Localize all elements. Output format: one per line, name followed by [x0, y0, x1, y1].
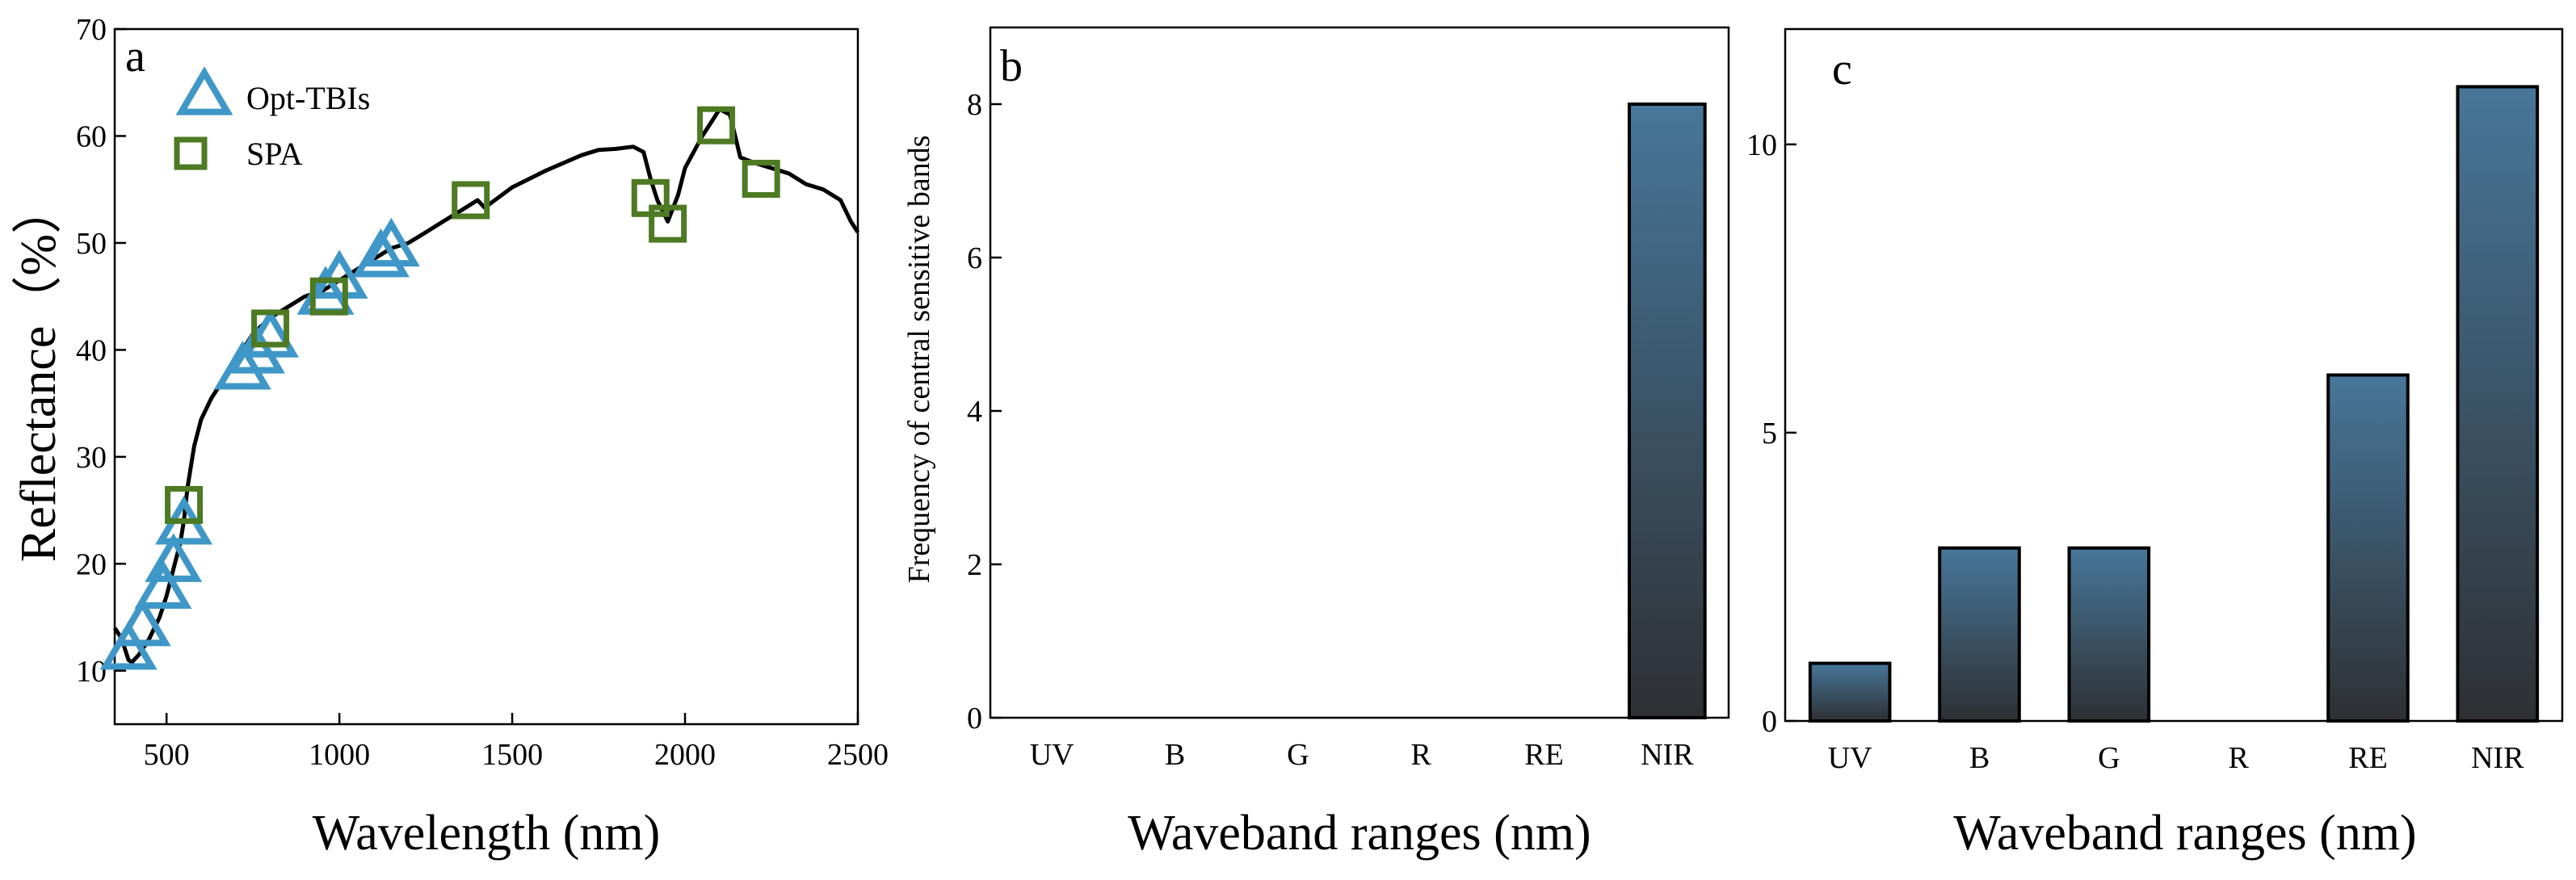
panel-a-y-tick-label: 40	[76, 333, 107, 367]
panel-a-y-axis-label: Reflectance（%）	[11, 184, 66, 562]
spa-marker	[742, 159, 780, 198]
spa-marker	[697, 106, 736, 145]
panel-b-y-tick-label: 6	[967, 241, 982, 275]
panel-c-letter: c	[1832, 44, 1852, 94]
panel-c-x-tick-label: RE	[2348, 741, 2388, 775]
panel-b-x-tick-label: R	[1410, 738, 1431, 772]
legend-opt-tbis-label: Opt-TBIs	[246, 80, 370, 116]
panel-b-x-tick-label: NIR	[1641, 738, 1694, 772]
panel-c-bar-re	[2326, 373, 2410, 723]
spa-marker	[649, 204, 687, 243]
spa-marker	[165, 485, 204, 524]
panel-a-axes-frame	[113, 27, 859, 726]
panel-c-y-tick-label: 10	[1746, 128, 1777, 162]
opt-tbis-marker	[213, 340, 271, 390]
panel-a-y-tick-label: 60	[76, 119, 107, 153]
opt-tbis-marker	[242, 308, 300, 358]
opt-tbis-marker	[145, 533, 203, 582]
panel-c-bar-chart: 0 5 10 UV B G R RE NIR c Waveband ranges (nm)	[1746, 27, 2564, 861]
panel-b-x-axis-label: Waveband ranges (nm)	[1128, 806, 1591, 861]
panel-b-x-tick-label: RE	[1524, 738, 1564, 772]
panel-c-bar-g	[2067, 546, 2151, 723]
opt-tbis-marker	[113, 597, 171, 647]
opt-tbis-marker	[99, 621, 158, 670]
spa-marker	[251, 309, 290, 348]
panel-a-x-tick-label: 2000	[654, 738, 716, 772]
panel-c-bar-uv	[1808, 661, 1892, 723]
panel-a-y-tick-label: 70	[76, 13, 107, 47]
panel-c-bar-nir	[2456, 85, 2540, 723]
panel-a-x-tick-label: 1000	[309, 738, 370, 772]
panel-b-axes-frame	[989, 26, 1730, 719]
panel-b-y-axis-label: Frequency of central sensitive bands	[902, 135, 936, 583]
panel-a-x-tick-label: 2500	[827, 738, 889, 772]
panel-b-x-tick-label: UV	[1030, 738, 1074, 772]
panel-c-x-tick-label: B	[1969, 741, 1990, 775]
panel-a-x-axis-label: Wavelength (nm)	[313, 806, 661, 861]
panel-b-letter: b	[1000, 41, 1023, 91]
panel-c-x-axis-label: Waveband ranges (nm)	[1953, 806, 2416, 861]
panel-b-x-tick-label: B	[1165, 738, 1185, 772]
panel-c-y-tick-label: 5	[1762, 417, 1777, 450]
opt-tbis-marker	[134, 559, 192, 610]
opt-tbis-marker	[227, 325, 285, 374]
panel-b-y-tick-label: 4	[967, 395, 982, 429]
panel-a-x-tick-label: 1500	[481, 738, 543, 772]
legend-opt-tbis-marker	[175, 66, 233, 115]
legend-spa-label: SPA	[246, 136, 303, 172]
panel-a-x-tick-label: 500	[144, 738, 190, 772]
opt-tbis-marker	[310, 249, 368, 299]
panel-b-y-tick-label: 0	[967, 702, 982, 735]
panel-b-bar-chart: 0 2 4 6 8 UV B G R RE NIR b Waveband ranges (nm) F…	[902, 26, 1730, 861]
panel-c-x-tick-label: NIR	[2471, 741, 2524, 775]
panel-b-plot-area: 0 2 4 6 8 UV B G R RE NIR	[967, 26, 1730, 772]
panel-a-y-tick-label: 50	[76, 227, 107, 261]
panel-b-y-tick-label: 8	[967, 88, 982, 122]
panel-c-bar-b	[1938, 546, 2021, 723]
spa-marker	[309, 277, 348, 316]
panel-a-y-tick-label: 10	[76, 655, 107, 689]
panel-c-x-tick-label: R	[2228, 741, 2249, 775]
spa-marker	[452, 181, 490, 220]
panel-c-plot-area: 0 5 10 UV B G R RE NIR	[1746, 27, 2564, 775]
panel-c-x-tick-label: G	[2098, 741, 2120, 775]
legend-spa-marker	[174, 136, 208, 170]
panel-b-bar-nir	[1627, 103, 1707, 719]
opt-tbis-marker	[352, 228, 410, 278]
panel-a-line-chart: 500 1000 1500 2000 2500 10 20 30 40 50 60 70 a Opt-…	[11, 13, 889, 861]
panel-b-x-tick-label: G	[1287, 738, 1309, 772]
panel-a-y-tick-label: 30	[76, 441, 107, 475]
panel-c-axes-frame	[1784, 27, 2564, 723]
panel-a-plot-area: 500 1000 1500 2000 2500 10 20 30 40 50 60 70	[76, 13, 889, 772]
opt-tbis-marker	[362, 217, 420, 267]
panel-c-x-tick-label: UV	[1828, 741, 1872, 775]
panel-c-y-tick-label: 0	[1762, 705, 1777, 739]
panel-a-letter: a	[125, 31, 145, 82]
panel-a-legend: Opt-TBIs SPA	[174, 66, 370, 172]
panel-b-y-tick-label: 2	[967, 548, 982, 582]
panel-a-y-tick-label: 20	[76, 547, 107, 581]
